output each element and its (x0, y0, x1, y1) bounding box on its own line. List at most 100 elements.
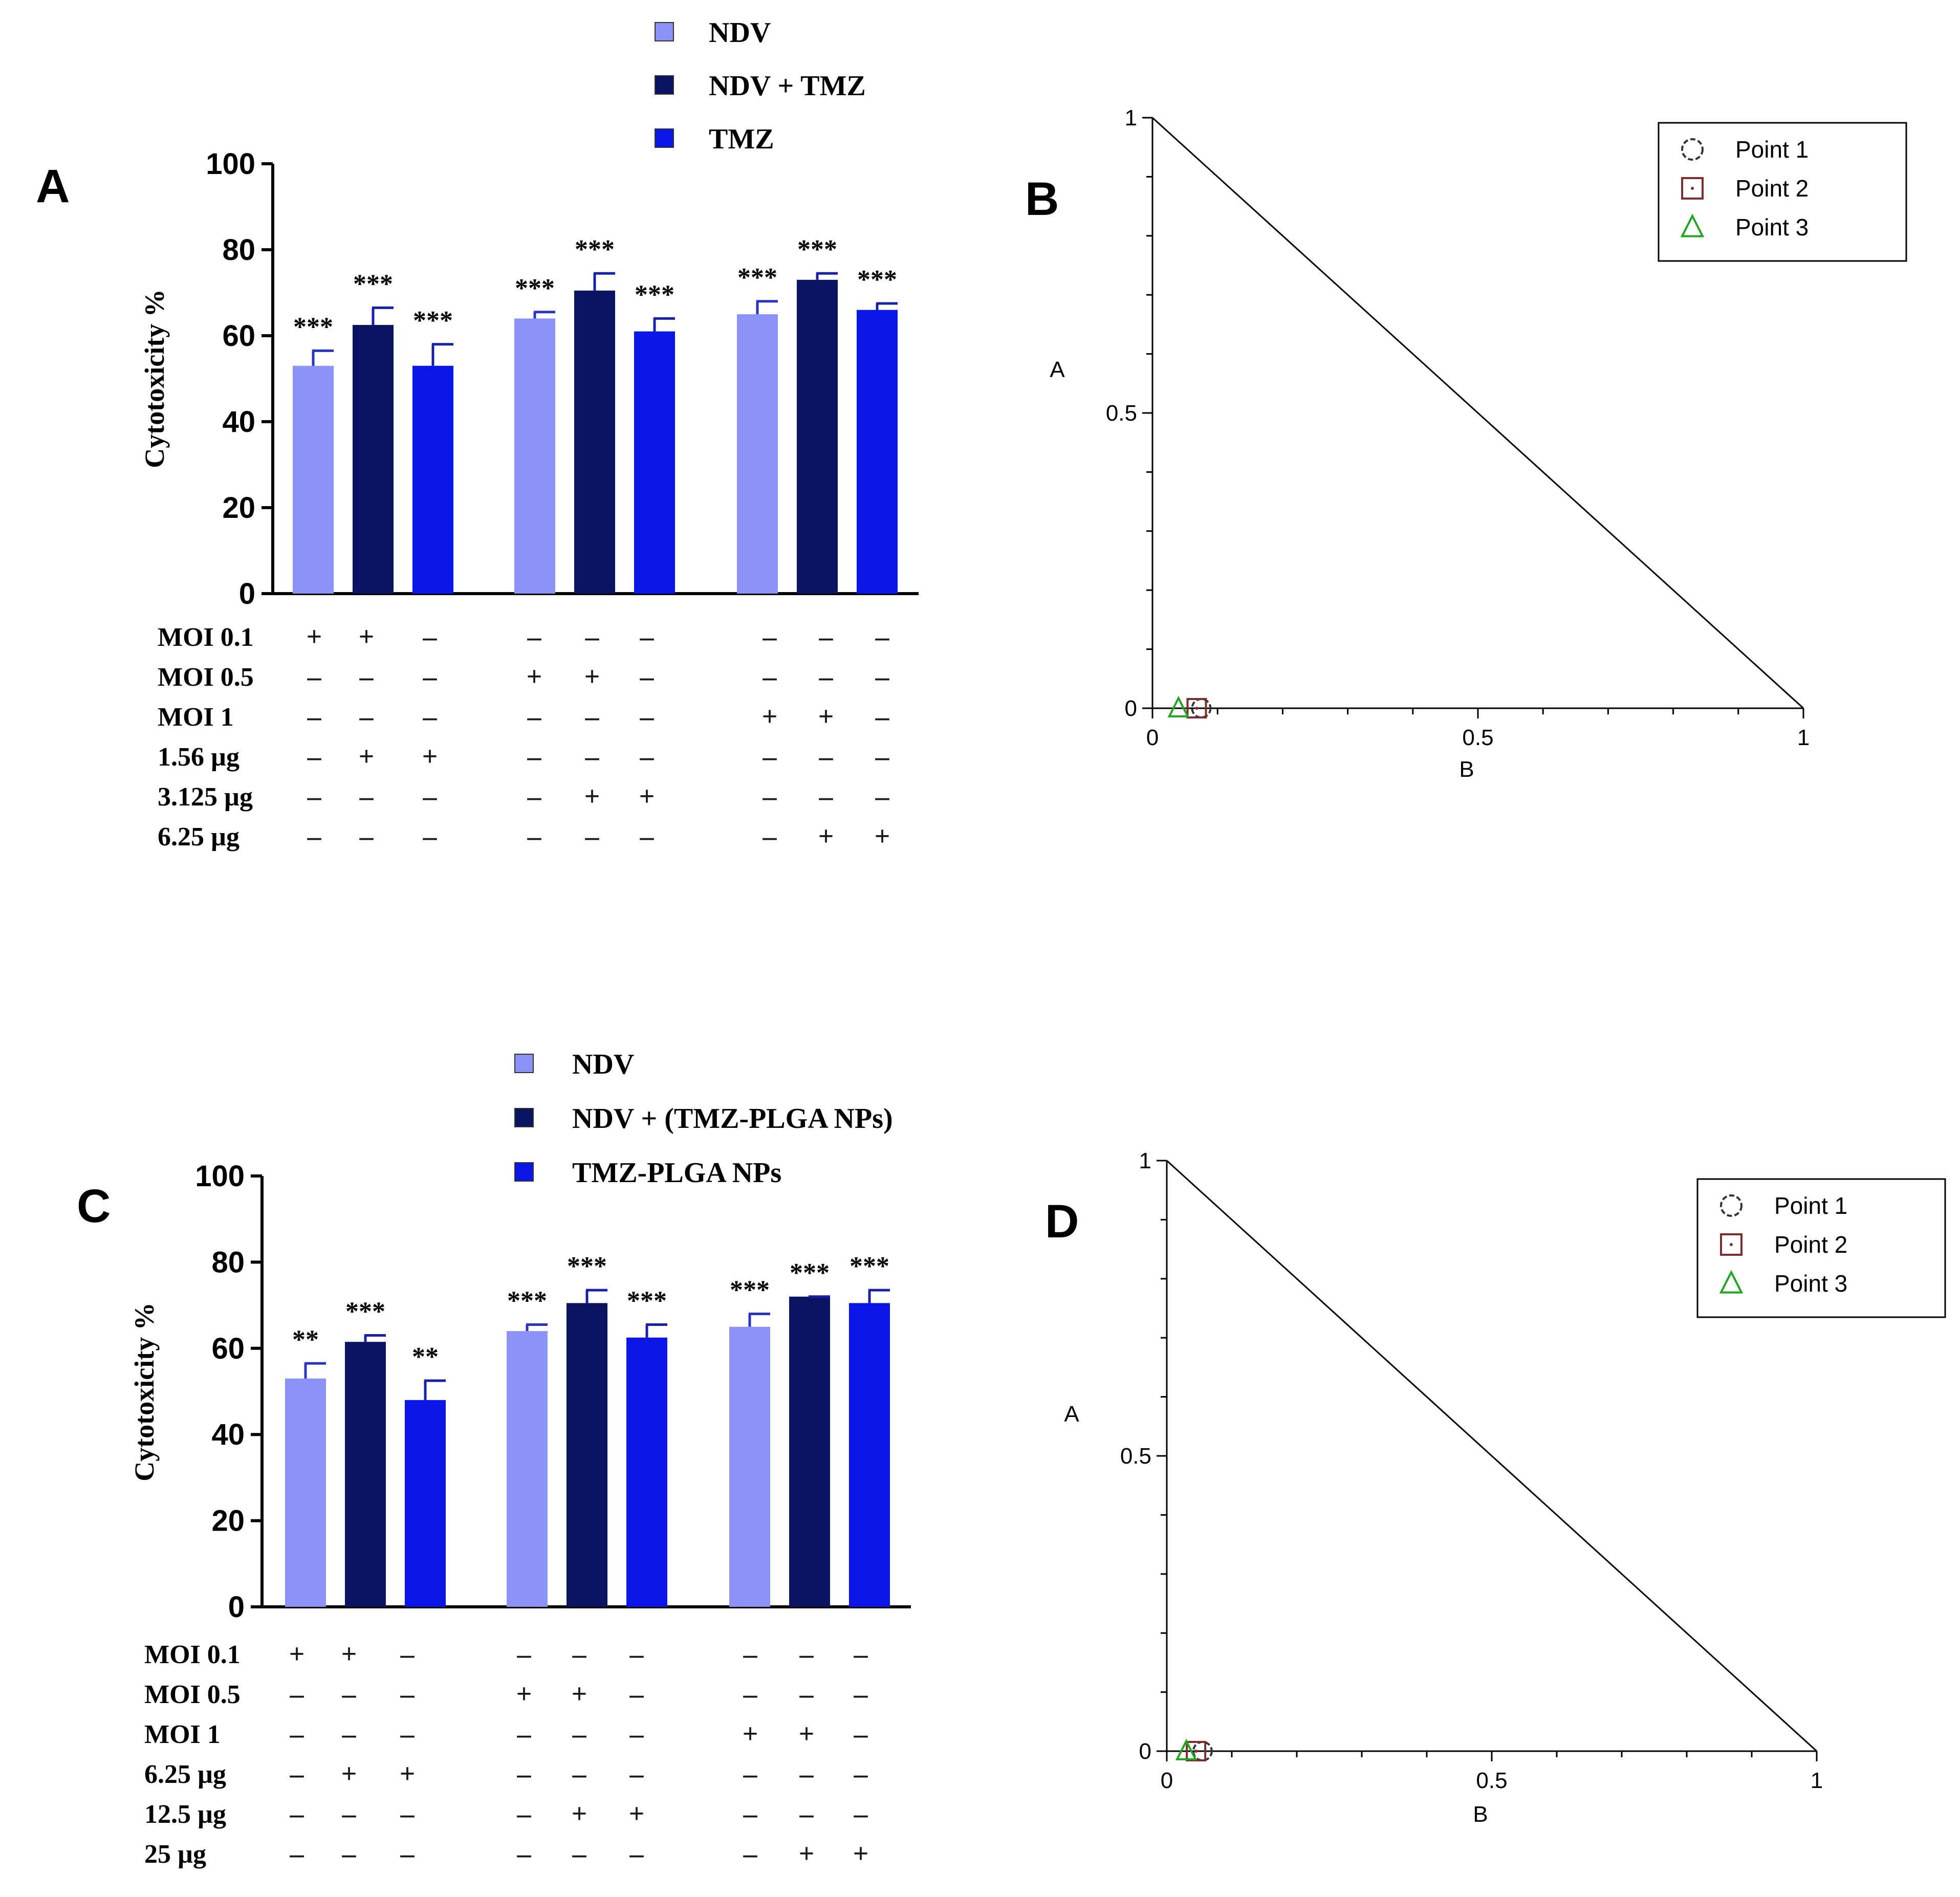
condition-label: 1.56 µg (158, 743, 239, 772)
legend-box (1658, 122, 1907, 262)
isobole-line (1166, 1160, 1818, 1752)
condition-symbol: – (423, 661, 438, 692)
y-tick-label: 60 (211, 1332, 245, 1365)
legend-swatch (514, 1054, 534, 1073)
condition-symbol: – (819, 781, 834, 812)
condition-symbol: + (818, 821, 834, 852)
bar-chart-panel-c: C NDV NDV + (TMZ-PLGA NPs) TMZ-PLGA NPs 0 20 4… (77, 1049, 911, 1869)
legend-marker (1680, 213, 1705, 237)
y-axis-label: Cytotoxicity % (129, 1302, 160, 1481)
legend-label: Point 2 (1774, 1231, 1847, 1258)
condition-symbol: – (359, 781, 374, 812)
x-tick-label: 1 (1811, 1768, 1823, 1793)
bar (574, 290, 615, 594)
condition-symbol: – (517, 1718, 532, 1749)
condition-symbol: + (572, 1678, 587, 1709)
condition-symbol: – (359, 661, 374, 692)
bar (626, 1337, 667, 1607)
significance-label: *** (737, 263, 777, 292)
condition-symbol: – (640, 661, 655, 692)
condition-symbol: – (819, 661, 834, 692)
data-point-triangle (1167, 695, 1190, 717)
condition-symbol: – (640, 701, 655, 732)
y-tick-label: 0.5 (1106, 401, 1137, 426)
legend-marker-box (1720, 1233, 1743, 1256)
condition-symbol: – (290, 1678, 304, 1709)
condition-symbol: – (854, 1639, 868, 1669)
condition-label: 25 µg (144, 1840, 206, 1869)
condition-symbol: – (875, 741, 890, 772)
panel-label: B (1025, 173, 1059, 225)
bar (507, 1331, 548, 1607)
condition-symbol: + (799, 1838, 815, 1869)
bar (634, 331, 675, 594)
condition-symbol: – (854, 1718, 868, 1749)
legend-label: NDV + (TMZ-PLGA NPs) (572, 1103, 893, 1135)
significance-label: *** (575, 235, 615, 264)
isobologram-panel-b: B 0 0.5 1 0 0.5 1 B A Point 1 Point 2 Point 3 (1025, 105, 1907, 782)
legend-swatch (514, 1108, 534, 1127)
y-tick-label: 100 (195, 1160, 245, 1193)
condition-symbol: – (307, 781, 322, 812)
data-point-square-dot (1195, 707, 1199, 710)
significance-label: ** (292, 1325, 319, 1354)
condition-symbol: + (341, 1639, 357, 1669)
significance-label: *** (797, 235, 837, 264)
condition-symbol: + (639, 781, 655, 812)
significance-label: *** (413, 306, 453, 335)
condition-symbol: + (818, 701, 834, 732)
y-tick-label: 0 (1125, 696, 1137, 721)
y-tick-label: 20 (211, 1504, 245, 1538)
condition-symbol: – (640, 741, 655, 772)
bar (285, 1378, 326, 1607)
condition-symbol: – (763, 741, 777, 772)
legend-box (1696, 1178, 1946, 1318)
x-tick-label: 0 (1146, 725, 1159, 750)
y-tick-label: 1 (1125, 105, 1137, 130)
condition-symbol: – (517, 1798, 532, 1829)
y-tick-label: 0.5 (1120, 1444, 1151, 1469)
legend-label: TMZ (709, 123, 774, 155)
legend-label: Point 1 (1735, 136, 1809, 163)
condition-label: 6.25 µg (144, 1760, 226, 1789)
condition-symbol: – (763, 781, 777, 812)
y-tick-label: 20 (222, 491, 255, 525)
bar (857, 310, 898, 594)
condition-symbol: – (585, 741, 600, 772)
panel-label: D (1045, 1195, 1079, 1248)
bar (789, 1296, 830, 1607)
data-point-square (1186, 1741, 1207, 1761)
condition-symbol: – (342, 1798, 357, 1829)
legend-marker-box (1681, 177, 1704, 200)
condition-symbol: – (875, 621, 890, 652)
y-axis-label: A (1050, 357, 1065, 382)
x-tick-label: 0.5 (1476, 1768, 1507, 1793)
significance-label: *** (345, 1297, 385, 1326)
significance-label: *** (627, 1286, 667, 1315)
condition-symbol: + (584, 781, 600, 812)
condition-label: MOI 0.5 (144, 1680, 241, 1709)
condition-symbol: + (572, 1798, 587, 1829)
significance-label: *** (353, 269, 393, 298)
significance-label: ** (412, 1342, 439, 1371)
significance-label: *** (857, 265, 897, 294)
condition-symbol: – (799, 1639, 814, 1669)
legend-label: Point 3 (1774, 1270, 1847, 1297)
condition-label: MOI 0.1 (158, 623, 254, 652)
condition-symbol: + (516, 1678, 532, 1709)
significance-label: *** (515, 274, 555, 303)
x-tick-label: 0.5 (1462, 725, 1493, 750)
y-tick-label: 0 (228, 1590, 245, 1624)
condition-symbol: – (400, 1639, 415, 1669)
x-axis-label: B (1459, 757, 1474, 782)
condition-label: MOI 1 (158, 703, 234, 732)
condition-symbol: – (307, 821, 322, 852)
legend-label: Point 1 (1774, 1192, 1847, 1219)
bar (729, 1326, 770, 1607)
significance-label: *** (730, 1275, 770, 1304)
condition-label: 6.25 µg (158, 822, 239, 852)
panel-label: A (36, 160, 70, 212)
significance-label: *** (790, 1258, 830, 1288)
y-tick-label: 0 (1139, 1739, 1151, 1764)
x-tick-label: 0 (1161, 1768, 1173, 1793)
